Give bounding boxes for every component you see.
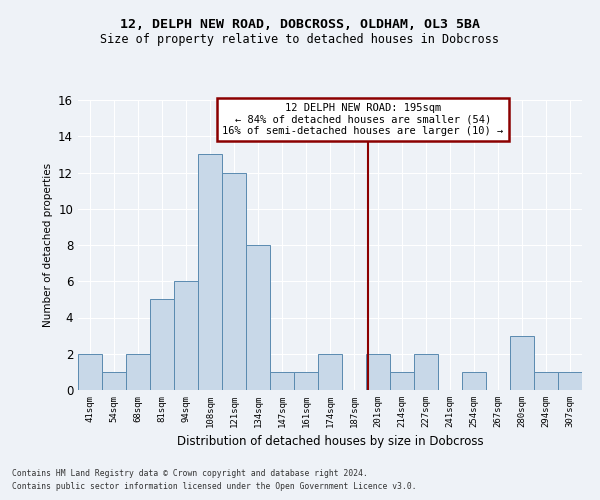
Bar bbox=[78, 354, 102, 390]
Bar bbox=[222, 172, 246, 390]
Bar bbox=[150, 300, 174, 390]
Bar bbox=[174, 281, 198, 390]
Bar bbox=[246, 245, 270, 390]
Bar bbox=[198, 154, 222, 390]
Bar bbox=[414, 354, 438, 390]
Bar bbox=[270, 372, 294, 390]
Text: Contains HM Land Registry data © Crown copyright and database right 2024.: Contains HM Land Registry data © Crown c… bbox=[12, 469, 368, 478]
Bar bbox=[294, 372, 318, 390]
Bar bbox=[510, 336, 534, 390]
Bar bbox=[534, 372, 558, 390]
Text: Contains public sector information licensed under the Open Government Licence v3: Contains public sector information licen… bbox=[12, 482, 416, 491]
Bar bbox=[126, 354, 150, 390]
Bar bbox=[558, 372, 582, 390]
Bar bbox=[390, 372, 414, 390]
Bar bbox=[366, 354, 390, 390]
Bar bbox=[318, 354, 342, 390]
Text: 12, DELPH NEW ROAD, DOBCROSS, OLDHAM, OL3 5BA: 12, DELPH NEW ROAD, DOBCROSS, OLDHAM, OL… bbox=[120, 18, 480, 30]
Bar bbox=[102, 372, 126, 390]
Bar bbox=[462, 372, 486, 390]
X-axis label: Distribution of detached houses by size in Dobcross: Distribution of detached houses by size … bbox=[176, 436, 484, 448]
Text: 12 DELPH NEW ROAD: 195sqm
← 84% of detached houses are smaller (54)
16% of semi-: 12 DELPH NEW ROAD: 195sqm ← 84% of detac… bbox=[222, 102, 503, 136]
Text: Size of property relative to detached houses in Dobcross: Size of property relative to detached ho… bbox=[101, 32, 499, 46]
Y-axis label: Number of detached properties: Number of detached properties bbox=[43, 163, 53, 327]
